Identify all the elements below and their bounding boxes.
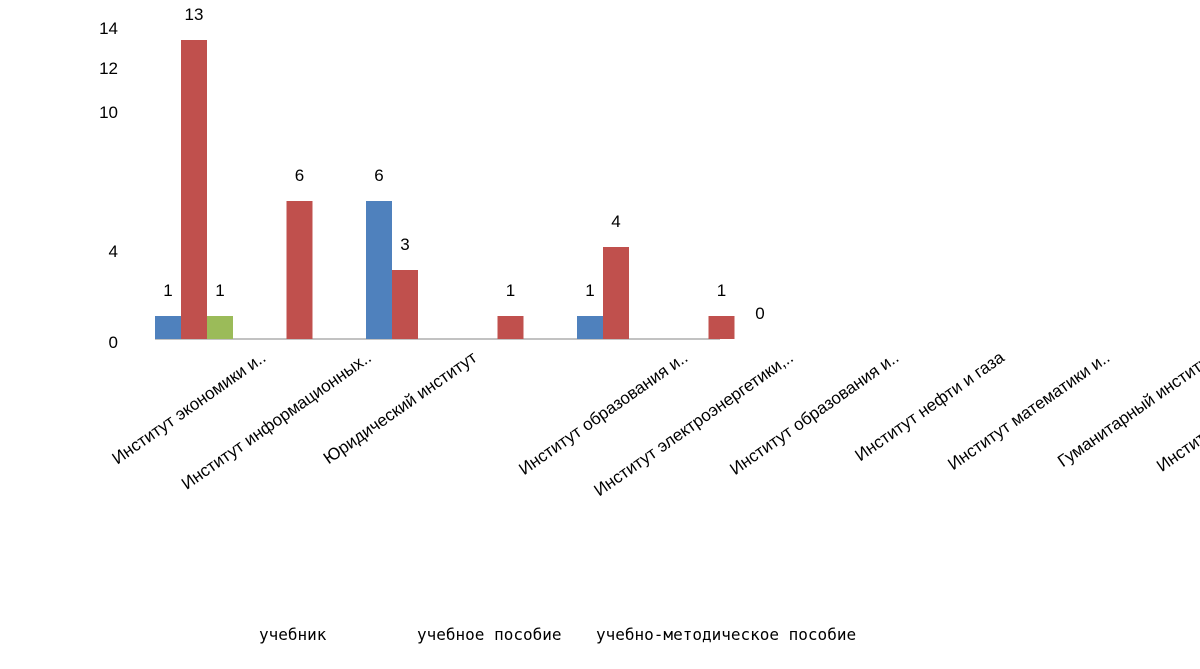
category-label: Институт электроэнергетики,.. [591,348,797,500]
bar [392,270,418,339]
bar [286,201,313,339]
bar [181,40,207,339]
y-tick-label: 0 [109,333,118,352]
annotation-zero: 0 [755,304,764,323]
category-label: Институт информационных.. [178,348,375,494]
y-axis-ticks: 0 4 10 12 14 [99,19,118,352]
y-tick-label: 10 [99,103,118,122]
bar-value-label: 1 [215,281,224,300]
bar-value-label: 6 [295,166,304,185]
bar [155,316,181,339]
x-axis-labels: Институт экономики и..Институт информаци… [109,347,1200,500]
bar-value-label: 1 [163,281,172,300]
y-tick-label: 12 [99,59,118,78]
bar [603,247,629,339]
bar-value-label: 13 [185,5,204,24]
bar-value-label: 1 [717,281,726,300]
bar-value-label: 1 [585,281,594,300]
bar [366,201,392,339]
data-labels: 1 13 1 6 6 3 1 1 4 1 [163,5,726,300]
legend-entry: учебник [259,625,327,644]
bar-value-label: 4 [611,212,620,231]
bar [497,316,524,339]
category-label: Институт образования и.. [726,348,902,479]
bar-series [155,40,735,339]
bar-value-label: 6 [374,166,383,185]
bar [708,316,735,339]
legend-entry: учебно-методическое пособие [596,625,856,644]
y-tick-label: 14 [99,19,118,38]
bar-value-label: 3 [400,235,409,254]
legend: учебник учебное пособие учебно-методическо… [259,625,856,644]
y-tick-label: 4 [109,242,118,261]
category-label: Институт образования и.. [515,348,691,479]
bar [207,316,233,339]
bar [577,316,603,339]
bar-value-label: 1 [506,281,515,300]
legend-entry: учебное пособие [417,625,562,644]
